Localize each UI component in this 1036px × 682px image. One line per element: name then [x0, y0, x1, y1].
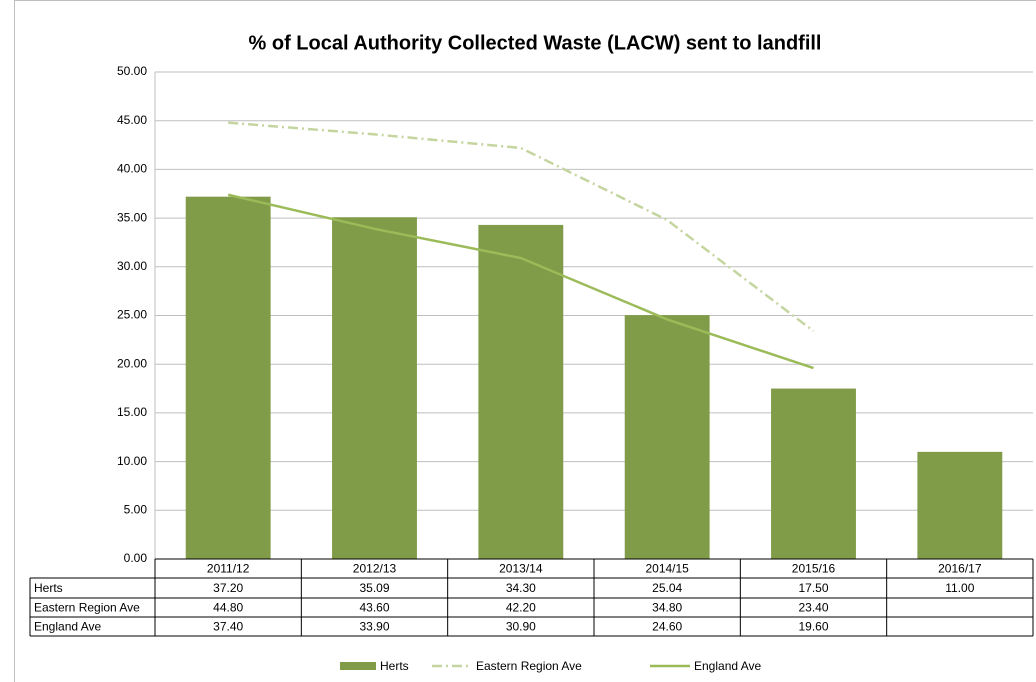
table-cell: 33.90: [359, 620, 389, 634]
y-tick-label: 25.00: [117, 308, 147, 322]
chart-frame: [14, 0, 1036, 682]
y-tick-label: 35.00: [117, 210, 147, 224]
legend-label: Herts: [380, 659, 409, 673]
table-cell: 23.40: [798, 601, 828, 615]
table-cell: 43.60: [359, 601, 389, 615]
y-tick-label: 20.00: [117, 356, 147, 370]
table-row-label: England Ave: [34, 620, 101, 634]
y-tick-label: 30.00: [117, 259, 147, 273]
x-tick-label: 2013/14: [499, 562, 543, 576]
line-series: [227, 193, 814, 370]
table-cell: 19.60: [798, 620, 828, 634]
table-cell: 34.80: [652, 601, 682, 615]
table-cell: 37.40: [213, 620, 243, 634]
table-cell: 34.30: [506, 581, 536, 595]
table-cell: 17.50: [798, 581, 828, 595]
table-cell: 37.20: [213, 581, 243, 595]
y-tick-label: 0.00: [124, 551, 148, 565]
x-tick-label: 2015/16: [792, 562, 836, 576]
legend-swatch: [340, 662, 376, 670]
table-cell: 44.80: [213, 601, 243, 615]
bar: [624, 315, 710, 559]
table-cell: 24.60: [652, 620, 682, 634]
table-cell: 42.20: [506, 601, 536, 615]
y-tick-label: 5.00: [124, 502, 148, 516]
table-row-label: Herts: [34, 581, 63, 595]
bar: [332, 217, 417, 560]
y-tick-label: 15.00: [117, 405, 147, 419]
legend-label: England Ave: [694, 659, 761, 673]
table-cell: 11.00: [945, 581, 974, 595]
x-tick-label: 2012/13: [353, 562, 397, 576]
table-cell: 30.90: [506, 620, 536, 634]
x-tick-label: 2014/15: [645, 562, 689, 576]
bar: [917, 451, 1003, 559]
y-tick-label: 50.00: [117, 64, 147, 78]
y-tick-label: 40.00: [117, 162, 147, 176]
x-tick-label: 2016/17: [938, 562, 982, 576]
bar: [478, 224, 564, 559]
y-tick-label: 10.00: [117, 454, 147, 468]
table-row-label: Eastern Region Ave: [34, 601, 140, 615]
table-cell: 35.09: [359, 581, 389, 595]
legend-label: Eastern Region Ave: [476, 659, 582, 673]
table-cell: 25.04: [652, 581, 682, 595]
chart-title: % of Local Authority Collected Waste (LA…: [249, 32, 822, 54]
x-tick-label: 2011/12: [207, 562, 250, 576]
bar: [185, 196, 271, 559]
y-tick-label: 45.00: [117, 113, 147, 127]
bar: [771, 388, 856, 559]
